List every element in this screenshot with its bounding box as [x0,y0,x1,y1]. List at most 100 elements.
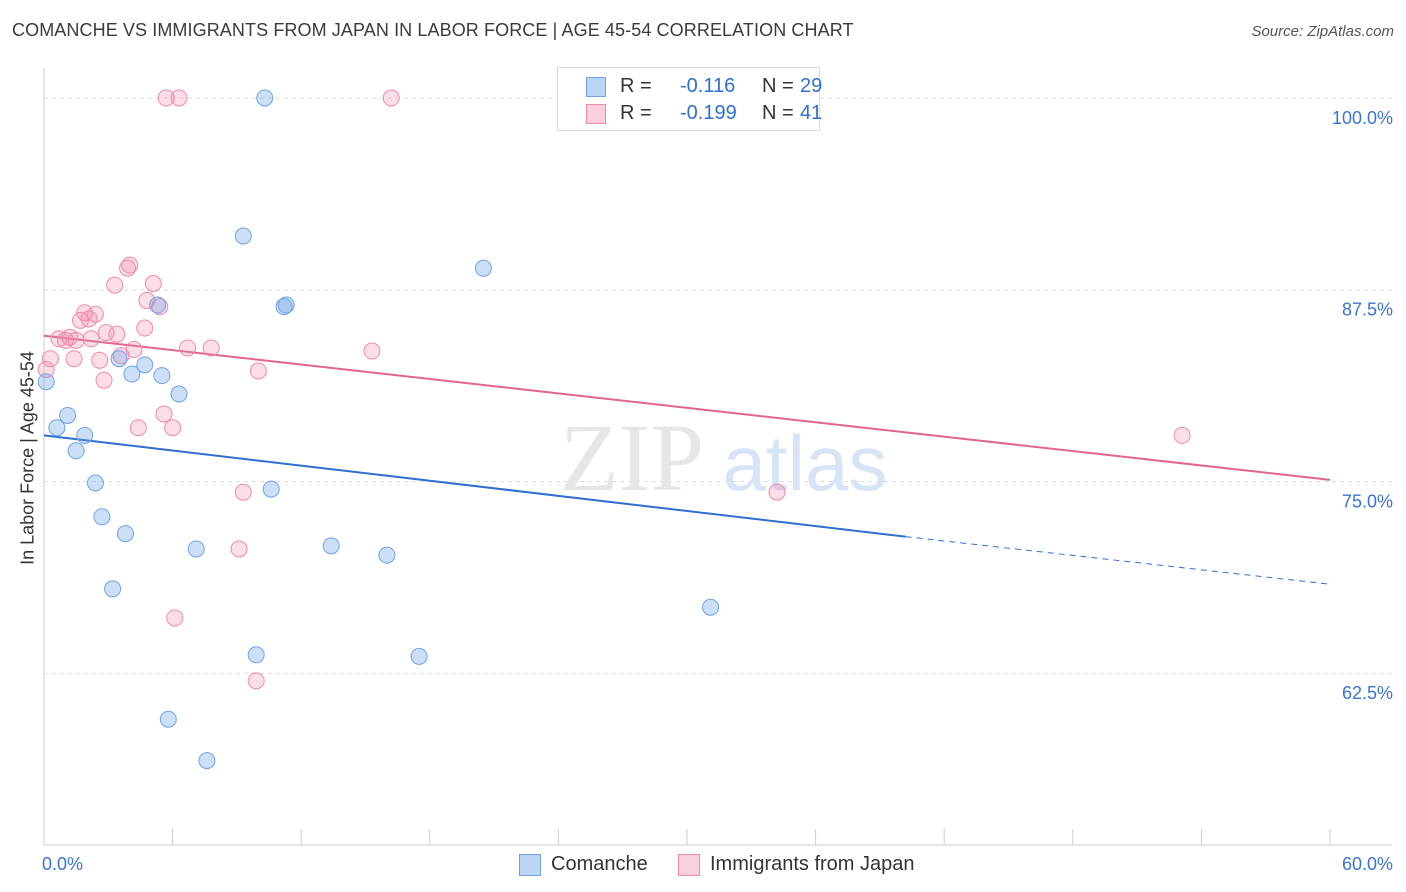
comanche-point [116,525,134,543]
japan-point [129,419,147,437]
japan-point [144,275,162,293]
trend-lines [43,334,1331,585]
comanche-point [256,89,274,107]
japan-point [249,362,267,380]
comanche-point [247,646,265,664]
comanche-trend-extension [905,536,1331,585]
comanche-point [37,373,55,391]
comanche-point [76,426,94,444]
comanche-point [410,647,428,665]
x-tick-labels: 0.0% 60.0% [42,854,1393,874]
comanche-point [153,367,171,385]
japan-point [170,89,188,107]
comanche-point [159,710,177,728]
japan-point [97,324,115,342]
comanche-point [187,540,205,558]
japan-trend-line [43,334,1331,481]
comanche-point [275,298,293,316]
japan-point [164,419,182,437]
grid-lines [44,97,1392,674]
comanche-point [93,508,111,526]
japan-point [234,483,252,501]
japan-point [82,330,100,348]
japan-point [230,540,248,558]
comanche-point [110,350,128,368]
japan-legend-label: Immigrants from Japan [710,853,915,875]
comanche-swatch [586,77,606,97]
watermark-zip: ZIP [560,404,704,511]
comanche-point [262,480,280,498]
y-tick-label: 100.0% [1332,108,1393,128]
comanche-point [136,356,154,374]
japan-r-value: -0.199 [680,102,737,124]
japan-point [166,609,184,627]
chart-title: COMANCHE VS IMMIGRANTS FROM JAPAN IN LAB… [12,20,854,40]
japan-point [86,305,104,323]
comanche-point [170,385,188,403]
correlation-legend: R = -0.116 N = 29 R = -0.199 N = 41 [557,67,823,131]
japan-point [768,483,786,501]
comanche-point [59,406,77,424]
japan-legend-swatch [678,854,700,876]
japan-point [37,360,55,378]
y-tick-label: 75.0% [1342,491,1393,511]
watermark: ZIP atlas [560,404,887,511]
japan-point [112,347,130,365]
x-tick-label: 60.0% [1342,854,1393,874]
watermark-atlas: atlas [723,419,888,507]
x-tick-label: 0.0% [42,854,83,874]
comanche-point [378,546,396,564]
comanche-point [322,537,340,555]
japan-point [50,330,68,348]
japan-point [91,351,109,369]
japan-swatch [586,104,606,124]
japan-point [382,89,400,107]
comanche-point [48,419,66,437]
n-label: N = [762,102,794,124]
comanche-point [104,580,122,598]
comanche-trend-line [43,434,906,538]
comanche-r-value: -0.116 [680,75,736,97]
comanche-legend-label: Comanche [551,853,648,875]
japan-point [95,371,113,389]
r-label: R = [620,102,652,124]
comanche-point [198,752,216,770]
japan-point [363,342,381,360]
japan-point [71,311,89,329]
comanche-point [702,598,720,616]
comanche-point [234,227,252,245]
comanche-point [149,296,167,314]
n-label: N = [762,75,794,97]
comanche-n-value: 29 [800,75,823,97]
japan-n-value: 41 [800,102,823,124]
japan-point [202,339,220,357]
data-points [37,89,1191,770]
japan-point [119,259,137,277]
japan-point [76,304,94,322]
y-tick-labels: 62.5% 75.0% 87.5% 100.0% [1332,108,1393,703]
y-axis-label: In Labor Force | Age 45-54 [17,351,38,565]
japan-point [136,319,154,337]
japan-point [65,350,83,368]
japan-point [179,339,197,357]
comanche-point [67,442,85,460]
japan-point [41,350,59,368]
y-tick-label: 87.5% [1342,300,1393,320]
comanche-point [86,474,104,492]
comanche-legend-swatch [519,854,541,876]
axes [43,68,1392,846]
japan-point [157,89,175,107]
japan-point [67,331,85,349]
source-label: Source: ZipAtlas.com [1251,23,1394,40]
japan-point [121,256,139,274]
japan-point [155,405,173,423]
japan-point [108,325,126,343]
comanche-point [474,259,492,277]
japan-point [1173,426,1191,444]
comanche-point [123,365,141,383]
y-tick-label: 62.5% [1342,683,1393,703]
r-label: R = [620,75,652,97]
japan-point [106,276,124,294]
japan-point [247,672,265,690]
